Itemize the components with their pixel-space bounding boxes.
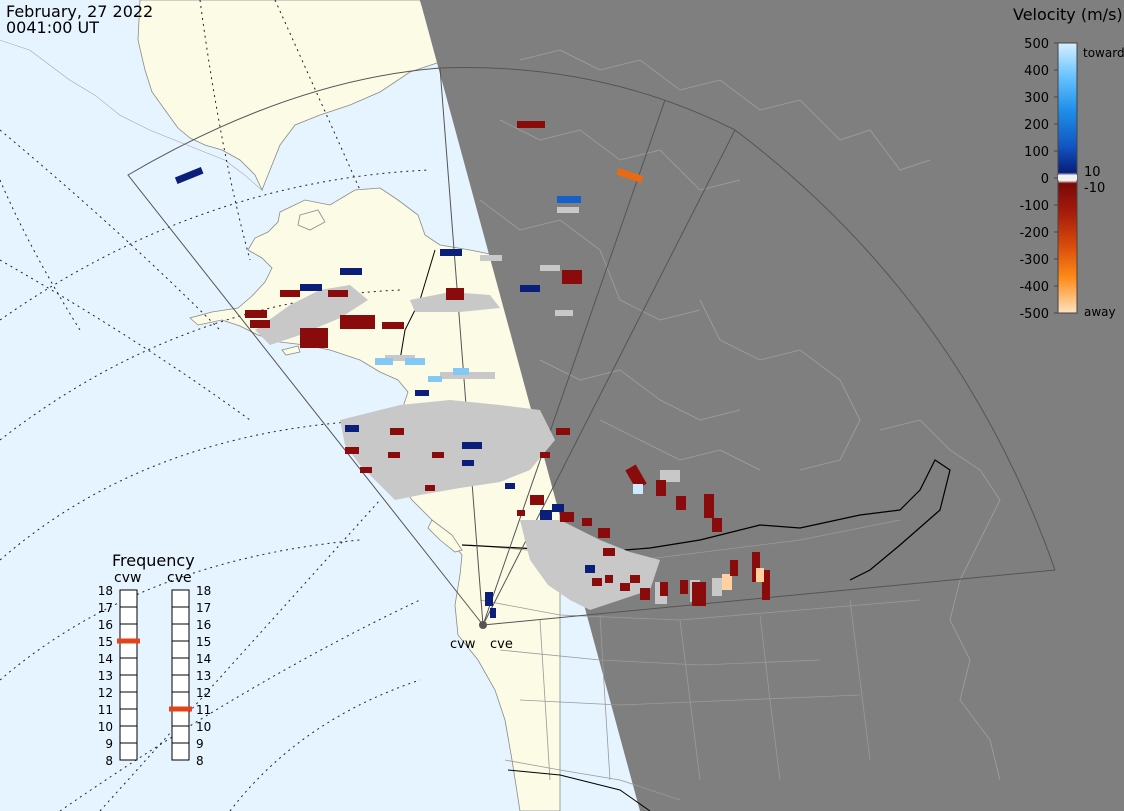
colorbar-tick-label: -300 bbox=[1019, 253, 1049, 268]
frequency-tick-label: 13 bbox=[196, 669, 211, 683]
colorbar-tick-label: 0 bbox=[1041, 172, 1049, 187]
frequency-tick-label: 13 bbox=[98, 669, 113, 683]
frequency-tick-label: 11 bbox=[98, 703, 113, 717]
frequency-tick-label: 17 bbox=[196, 601, 211, 615]
colorbar-tick-label: 300 bbox=[1024, 91, 1049, 106]
frequency-tick-label: 17 bbox=[98, 601, 113, 615]
land-masses bbox=[0, 0, 561, 811]
velocity-colorbar: Velocity (m/s) 500 400 300 200 100 0 -100 -200 -… bbox=[1013, 5, 1124, 322]
frequency-tick-label: 16 bbox=[196, 618, 211, 632]
frequency-tick-label: 14 bbox=[196, 652, 211, 666]
colorbar-away-label: away bbox=[1084, 305, 1116, 319]
frequency-radar-cve: cve bbox=[167, 570, 192, 586]
colorbar-tick-label: 200 bbox=[1024, 118, 1049, 133]
colorbar-tick-label: -100 bbox=[1019, 199, 1049, 214]
date-label: February, 27 2022 bbox=[6, 2, 153, 21]
frequency-tick-label: 16 bbox=[98, 618, 113, 632]
colorbar-tick-label: 500 bbox=[1024, 37, 1049, 52]
colorbar-ticks: 500 400 300 200 100 0 -100 -200 -300 -400 -500 bbox=[1019, 37, 1058, 322]
frequency-tick-label: 14 bbox=[98, 652, 113, 666]
frequency-tick-label: 18 bbox=[196, 584, 211, 598]
alaska-border bbox=[399, 249, 436, 361]
frequency-tick-label: 9 bbox=[105, 737, 113, 751]
frequency-radar-cvw: cvw bbox=[114, 570, 141, 586]
colorbar-title: Velocity (m/s) bbox=[1013, 5, 1123, 24]
radar-site-marker bbox=[479, 621, 487, 629]
frequency-tick-label: 12 bbox=[98, 686, 113, 700]
colorbar-tick-label: 100 bbox=[1024, 145, 1049, 160]
colorbar-tick-label: -500 bbox=[1019, 307, 1049, 322]
frequency-title: Frequency bbox=[112, 551, 195, 570]
frequency-tick-label: 18 bbox=[98, 584, 113, 598]
colorbar-tick-label: -400 bbox=[1019, 280, 1049, 295]
radar-sites: cvw cve bbox=[450, 621, 513, 652]
frequency-ladders: 18 17 16 15 14 13 12 11 10 9 8 18 17 16 15 14 13 12 11 10 9 8 bbox=[98, 584, 212, 768]
velocity-cells bbox=[174, 121, 770, 618]
colorbar-zero-band bbox=[1058, 175, 1077, 180]
frequency-indicator-cvw bbox=[117, 638, 140, 644]
frequency-tick-label: 10 bbox=[98, 720, 113, 734]
frequency-tick-label: 15 bbox=[98, 635, 113, 649]
frequency-tick-label: 15 bbox=[196, 635, 211, 649]
frequency-tick-label: 11 bbox=[196, 703, 211, 717]
colorbar-toward-label: toward bbox=[1083, 46, 1124, 60]
radar-label-cve: cve bbox=[490, 637, 513, 652]
mexico-border bbox=[507, 769, 651, 811]
frequency-tick-label: 8 bbox=[105, 754, 113, 768]
frequency-panel: Frequency cvw cve 1817161514131211109818… bbox=[98, 551, 212, 768]
frequency-tick-label: 9 bbox=[196, 737, 204, 751]
frequency-indicator-cve bbox=[169, 706, 192, 712]
night-coastlines bbox=[479, 49, 1001, 781]
night-region bbox=[420, 0, 1124, 811]
frequency-tick-label: 8 bbox=[196, 754, 204, 768]
political-borders bbox=[469, 519, 921, 801]
time-label: 0041:00 UT bbox=[6, 18, 99, 37]
fov-outlines bbox=[127, 67, 1056, 626]
radar-label-cvw: cvw bbox=[450, 637, 476, 652]
latlon-grid bbox=[0, 0, 431, 811]
frequency-tick-label: 12 bbox=[196, 686, 211, 700]
colorbar-tick-label: 400 bbox=[1024, 64, 1049, 79]
colorbar-tick-label: -200 bbox=[1019, 226, 1049, 241]
colorbar-small-pos: 10 bbox=[1084, 165, 1101, 180]
colorbar-small-neg: -10 bbox=[1084, 181, 1105, 196]
frequency-tick-label: 10 bbox=[196, 720, 211, 734]
